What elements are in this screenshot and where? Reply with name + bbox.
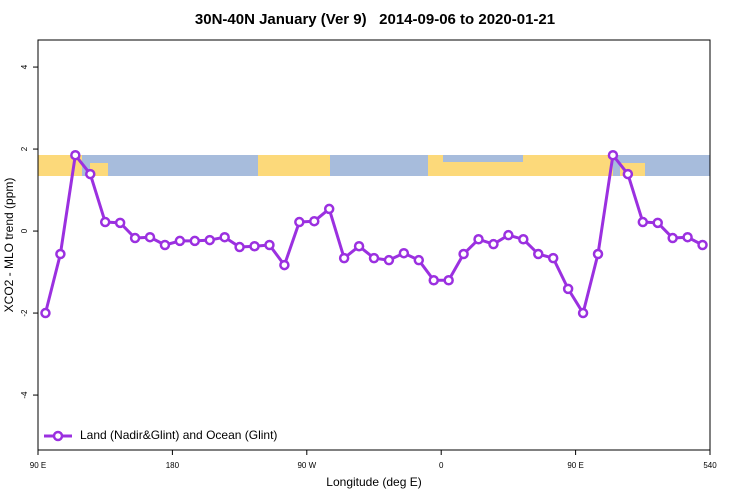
point [40, 307, 51, 319]
point [85, 168, 96, 180]
point [562, 283, 574, 295]
point [368, 252, 380, 264]
map-land [38, 155, 82, 176]
point [518, 234, 529, 245]
point [398, 247, 410, 259]
point [129, 232, 141, 244]
y-tick-label: 4 [20, 64, 29, 69]
map-land [258, 155, 330, 176]
plot-frame [37, 39, 711, 451]
y-tick-label: -4 [20, 391, 29, 399]
map-land [428, 155, 443, 176]
point [667, 232, 678, 244]
x-tick-label: 180 [166, 461, 180, 470]
point [622, 168, 634, 180]
x-axis-title: Longitude (deg E) [326, 475, 421, 489]
map-land [523, 155, 613, 176]
point [234, 241, 245, 253]
point [353, 240, 365, 252]
point [249, 240, 260, 252]
point [443, 275, 454, 286]
point [338, 252, 350, 264]
point [70, 149, 81, 161]
y-axis-title: XCO2 - MLO trend (ppm) [2, 178, 16, 313]
point [144, 231, 156, 243]
point [264, 239, 275, 251]
point [652, 217, 663, 229]
x-tick-label: 90 W [297, 461, 316, 470]
x-tick-label: 90 E [567, 461, 583, 470]
point [577, 307, 589, 319]
series-line [44, 153, 704, 315]
point [204, 234, 215, 246]
x-tick-label: 540 [703, 461, 717, 470]
x-tick-label: 90 E [30, 461, 46, 470]
point [309, 215, 320, 227]
legend-marker [52, 430, 64, 442]
point [383, 254, 395, 266]
point [413, 254, 425, 266]
point [533, 248, 544, 260]
point [99, 216, 111, 228]
point [682, 231, 693, 243]
point [174, 235, 186, 247]
point [294, 216, 305, 228]
point [159, 239, 171, 251]
point [458, 248, 469, 260]
point [219, 231, 230, 243]
map-land [443, 162, 523, 176]
point [323, 203, 335, 215]
point [592, 248, 604, 260]
chart-title: 30N-40N January (Ver 9) 2014-09-06 to 20… [195, 11, 555, 28]
y-tick-label: -2 [20, 309, 29, 317]
point [488, 238, 499, 250]
point [114, 217, 126, 229]
point [473, 234, 484, 245]
point [607, 149, 619, 161]
y-tick-label: 2 [20, 146, 29, 151]
point [637, 216, 649, 228]
map-band [38, 155, 710, 176]
legend-label: Land (Nadir&Glint) and Ocean (Glint) [80, 428, 277, 442]
point [503, 229, 514, 241]
point [55, 248, 66, 260]
y-tick-label: 0 [20, 228, 29, 233]
x-tick-label: 0 [439, 461, 444, 470]
point [279, 259, 290, 271]
point [428, 275, 439, 286]
point [697, 239, 708, 251]
point [547, 252, 559, 264]
point [189, 235, 201, 247]
